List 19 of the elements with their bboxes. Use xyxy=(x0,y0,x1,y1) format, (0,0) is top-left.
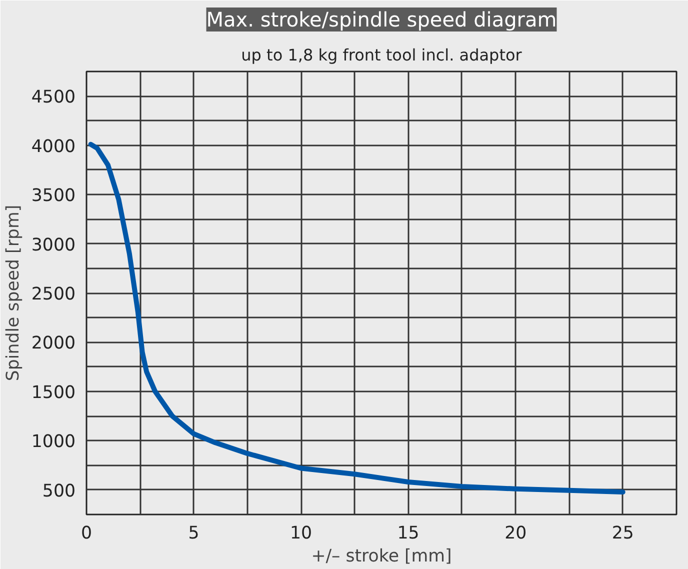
x-tick-label: 10 xyxy=(290,524,312,544)
y-tick-label: 500 xyxy=(42,481,76,502)
x-tick-label: 15 xyxy=(397,524,420,544)
y-tick-label: 4000 xyxy=(31,136,76,157)
x-tick-label: 5 xyxy=(188,524,200,544)
y-tick-label: 3000 xyxy=(31,235,76,256)
chart-subtitle: up to 1,8 kg front tool incl. adaptor xyxy=(241,46,522,64)
y-tick-label: 2500 xyxy=(31,284,76,304)
x-axis-title: +/– stroke [mm] xyxy=(311,546,452,566)
y-tick-label: 1000 xyxy=(31,432,76,452)
y-tick-label: 2000 xyxy=(31,334,76,354)
chart-title: Max. stroke/spindle speed diagram xyxy=(206,8,557,32)
y-tick-label: 3500 xyxy=(31,186,76,206)
x-tick-label: 25 xyxy=(612,524,634,544)
y-axis-title: Spindle speed [rpm] xyxy=(3,204,24,382)
y-tick-label: 4500 xyxy=(31,88,76,108)
y-tick-label: 1500 xyxy=(31,382,76,403)
x-tick-label: 0 xyxy=(80,524,92,544)
x-tick-label: 20 xyxy=(504,524,527,544)
